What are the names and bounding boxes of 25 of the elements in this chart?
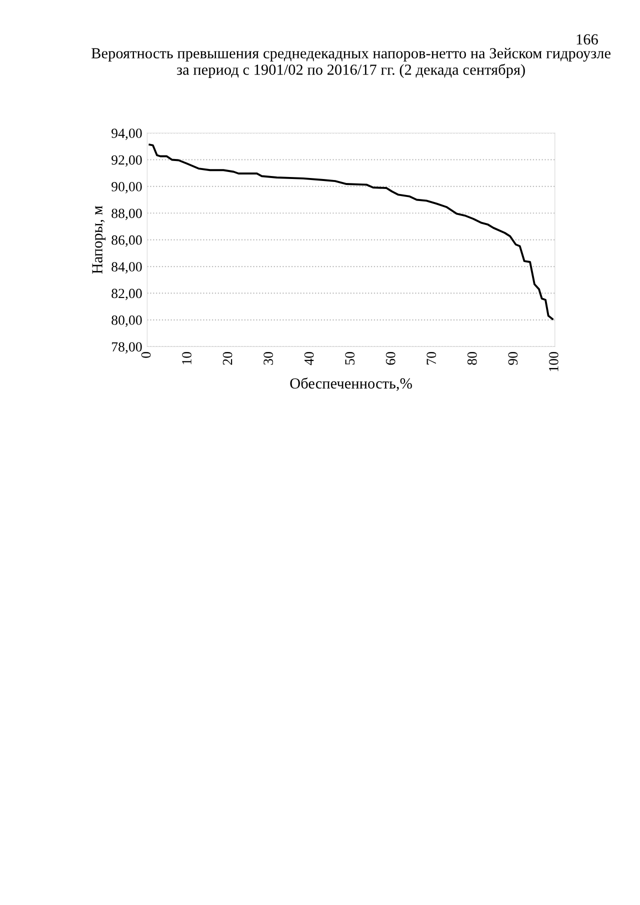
- x-tick-label: 70: [426, 352, 436, 364]
- y-tick-label: 94,00: [112, 128, 142, 140]
- y-tick-label: 82,00: [112, 288, 142, 300]
- x-tick-label: 20: [222, 352, 232, 365]
- x-tick-label: 30: [264, 352, 273, 365]
- y-tick-label: 84,00: [112, 262, 142, 274]
- x-tick-label: 90: [508, 352, 518, 365]
- x-axis-title: Обеспеченность,%: [290, 378, 412, 391]
- y-tick-label: 88,00: [112, 208, 142, 220]
- y-axis-title: Напоры, м: [92, 206, 106, 274]
- chart-title: Вероятность превышения среднедекадных напоров-нетто на Зейском гидроузле за период с 1901/02 по 2016/17 гг. (2 декада сентября): [91, 48, 610, 78]
- x-tick-label: 50: [345, 352, 355, 365]
- x-tick-label: 10: [182, 352, 192, 364]
- x-tick-label: 0: [141, 352, 151, 358]
- text: 166: [576, 34, 598, 45]
- x-tick-label: 40: [304, 352, 314, 366]
- x-tick-label: 80: [467, 352, 477, 365]
- x-tick-label: 100: [548, 352, 558, 372]
- y-tick-label: 90,00: [112, 182, 142, 194]
- line-series: [148, 144, 554, 320]
- y-tick-label: 78,00: [112, 342, 142, 354]
- y-tick-label: 86,00: [112, 235, 142, 247]
- y-tick-label: 92,00: [112, 155, 142, 167]
- y-tick-label: 80,00: [112, 316, 142, 327]
- x-tick-label: 60: [386, 352, 396, 365]
